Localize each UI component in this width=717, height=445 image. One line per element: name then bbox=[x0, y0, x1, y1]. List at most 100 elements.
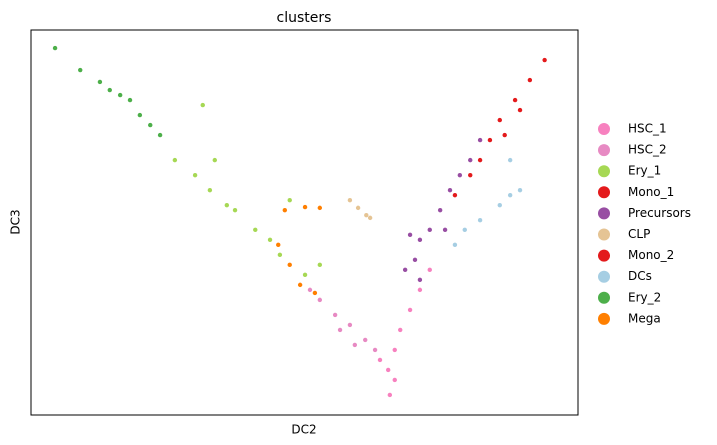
data-point bbox=[127, 97, 133, 103]
legend-marker bbox=[598, 312, 610, 325]
chart-title: clusters bbox=[277, 10, 332, 26]
data-point bbox=[277, 252, 283, 258]
data-point bbox=[52, 45, 58, 51]
data-point bbox=[157, 132, 163, 138]
data-point bbox=[267, 237, 273, 243]
data-point bbox=[302, 272, 308, 278]
data-point bbox=[297, 282, 303, 288]
data-point bbox=[355, 205, 361, 211]
legend-marker bbox=[598, 270, 610, 283]
data-point bbox=[517, 187, 523, 193]
data-point bbox=[385, 367, 391, 373]
data-point bbox=[507, 192, 513, 198]
data-point bbox=[502, 132, 507, 138]
data-point bbox=[427, 267, 432, 273]
data-point bbox=[212, 157, 217, 163]
data-point bbox=[507, 157, 513, 163]
data-point bbox=[497, 202, 502, 208]
data-point bbox=[107, 87, 112, 93]
data-point bbox=[253, 227, 258, 233]
legend-marker bbox=[598, 165, 610, 178]
data-point bbox=[117, 92, 123, 98]
data-point bbox=[332, 312, 338, 318]
data-point bbox=[417, 277, 423, 283]
legend-label: Ery_1 bbox=[628, 164, 661, 178]
y-axis-label: DC3 bbox=[9, 209, 23, 234]
data-point bbox=[427, 227, 432, 233]
legend-label: HSC_1 bbox=[628, 122, 667, 136]
data-point bbox=[468, 172, 473, 178]
data-point bbox=[407, 232, 413, 238]
data-point bbox=[392, 347, 397, 353]
data-point bbox=[276, 242, 281, 248]
data-point bbox=[137, 112, 143, 118]
data-point bbox=[452, 242, 458, 248]
data-point bbox=[407, 307, 413, 313]
data-point bbox=[224, 202, 230, 208]
data-point bbox=[207, 187, 213, 193]
data-point bbox=[487, 137, 493, 143]
data-point bbox=[367, 215, 373, 221]
legend-marker bbox=[598, 291, 610, 304]
x-axis-label: DC2 bbox=[291, 423, 316, 437]
plot-frame bbox=[30, 29, 579, 416]
data-point bbox=[447, 187, 453, 193]
data-point bbox=[148, 122, 153, 128]
legend-label: Mono_1 bbox=[628, 185, 674, 199]
data-point bbox=[477, 137, 483, 143]
data-point bbox=[172, 157, 178, 163]
data-point bbox=[287, 197, 292, 203]
data-point bbox=[192, 172, 198, 178]
legend-label: HSC_2 bbox=[628, 143, 667, 157]
data-point bbox=[317, 205, 323, 211]
data-point bbox=[364, 212, 369, 218]
legend-marker bbox=[598, 186, 610, 199]
legend-label: Precursors bbox=[628, 206, 691, 220]
data-point bbox=[287, 262, 292, 268]
legend-marker bbox=[598, 207, 610, 220]
legend-marker bbox=[598, 123, 610, 135]
data-point bbox=[412, 257, 418, 263]
data-point bbox=[347, 197, 353, 203]
data-point bbox=[387, 392, 393, 398]
data-point bbox=[232, 207, 238, 213]
data-point bbox=[377, 357, 383, 363]
data-point bbox=[363, 337, 368, 343]
data-point bbox=[307, 287, 313, 293]
data-point bbox=[417, 287, 423, 293]
data-point bbox=[302, 204, 308, 210]
data-point bbox=[477, 217, 483, 223]
data-point bbox=[200, 102, 205, 108]
data-point bbox=[442, 227, 448, 233]
data-point bbox=[517, 107, 523, 113]
legend-label: Mega bbox=[628, 311, 661, 325]
legend-label: CLP bbox=[628, 227, 650, 241]
data-point bbox=[347, 322, 353, 328]
data-point bbox=[437, 207, 443, 213]
data-point bbox=[497, 117, 502, 123]
data-point bbox=[337, 327, 343, 333]
legend-marker bbox=[598, 144, 610, 157]
data-point bbox=[317, 262, 323, 268]
legend-label: DCs bbox=[628, 269, 652, 283]
data-point bbox=[417, 237, 423, 243]
data-point bbox=[402, 267, 408, 273]
data-point bbox=[542, 57, 547, 63]
legend-label: Mono_2 bbox=[628, 248, 674, 262]
legend-label: Ery_2 bbox=[628, 290, 661, 304]
data-point bbox=[97, 79, 103, 85]
data-point bbox=[468, 157, 473, 163]
data-point bbox=[282, 207, 288, 213]
data-point bbox=[512, 97, 518, 103]
data-point bbox=[527, 77, 533, 83]
data-point bbox=[462, 227, 467, 233]
data-point bbox=[352, 342, 358, 348]
legend-marker bbox=[598, 249, 610, 262]
data-point bbox=[477, 157, 483, 163]
data-point bbox=[392, 377, 397, 383]
data-point bbox=[317, 297, 323, 303]
data-point bbox=[78, 67, 83, 73]
data-point bbox=[398, 327, 403, 333]
data-point bbox=[452, 192, 458, 198]
